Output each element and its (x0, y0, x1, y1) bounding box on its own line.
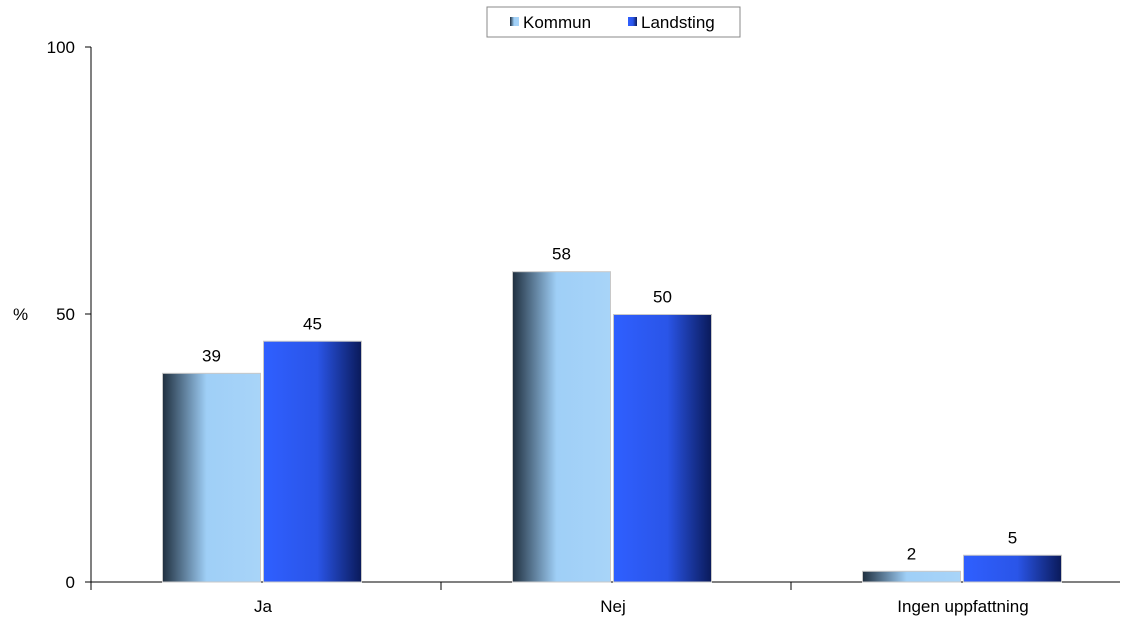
bar-kommun-2 (862, 570, 961, 583)
bar-landsting-0 (263, 340, 362, 583)
legend: Kommun Landsting (486, 6, 741, 38)
data-label-kommun-0: 39 (202, 346, 221, 365)
legend-swatch-kommun (510, 17, 519, 26)
x-tick-labels-layer: Ja Nej Ingen uppfattning (254, 597, 1029, 616)
legend-box (486, 6, 741, 38)
bars-layer (162, 271, 1062, 583)
y-tick-label-100: 100 (47, 38, 75, 57)
bar-kommun-1 (512, 271, 611, 583)
data-labels-layer: 39 45 58 50 2 5 (202, 245, 1017, 564)
bar-landsting-1 (613, 314, 712, 583)
data-label-landsting-0: 45 (303, 314, 322, 333)
y-axis-label: % (13, 305, 28, 324)
legend-label-landsting: Landsting (641, 13, 715, 32)
bar-landsting-2 (963, 554, 1062, 583)
y-tick-label-0: 0 (66, 573, 75, 592)
legend-label-kommun: Kommun (523, 13, 591, 32)
x-tick-label-2: Ingen uppfattning (897, 597, 1028, 616)
legend-swatch-landsting (628, 17, 637, 26)
data-label-landsting-2: 5 (1008, 528, 1017, 547)
data-label-kommun-2: 2 (907, 544, 916, 563)
bar-kommun-0 (162, 372, 261, 583)
y-tick-label-50: 50 (56, 305, 75, 324)
data-label-landsting-1: 50 (653, 288, 672, 307)
x-tick-label-0: Ja (254, 597, 273, 616)
data-label-kommun-1: 58 (552, 245, 571, 264)
x-tick-label-1: Nej (600, 597, 626, 616)
